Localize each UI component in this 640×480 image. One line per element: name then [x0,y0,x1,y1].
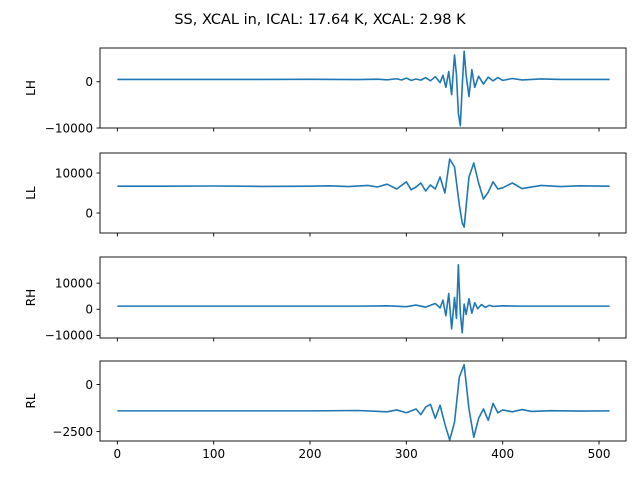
x-tick-label: 500 [588,447,611,461]
y-tick-label: 10000 [55,166,93,180]
y-axis-label: LH [24,80,38,96]
series-line-rh [117,264,610,334]
y-axis-label: RL [24,393,38,408]
x-tick-label: 100 [202,447,225,461]
y-tick-label: 0 [85,206,93,220]
subplot-ll: 10000 0 LL [24,152,627,237]
axes-frame [99,47,627,129]
x-tick-label: 400 [491,447,514,461]
subplot-rl: 0 −2500 0 100 200 300 400 500 RL [24,360,627,461]
axes-frame [99,360,627,442]
series-line-rl [117,363,610,441]
subplot-lh: 0 −10000 LH [24,47,627,135]
series-line-ll [117,158,610,228]
y-tick-label: −10000 [45,121,93,135]
y-tick-label: −10000 [45,329,93,343]
x-tick-label: 200 [299,447,322,461]
y-axis-label: RH [24,289,38,306]
y-tick-label: −2500 [52,425,93,439]
series-line-lh [117,50,610,127]
y-tick-label: 0 [85,303,93,317]
x-tick-label: 300 [395,447,418,461]
y-tick-label: 0 [85,378,93,392]
y-tick-label: 10000 [55,276,93,290]
subplot-rh: 10000 0 −10000 RH [24,256,627,343]
axes-frame [99,152,627,234]
axes-frame [99,256,627,339]
figure-title: SS, XCAL in, ICAL: 17.64 K, XCAL: 2.98 K [174,12,466,28]
y-tick-label: 0 [85,75,93,89]
x-tick-label: 0 [114,447,122,461]
y-axis-label: LL [24,186,38,200]
